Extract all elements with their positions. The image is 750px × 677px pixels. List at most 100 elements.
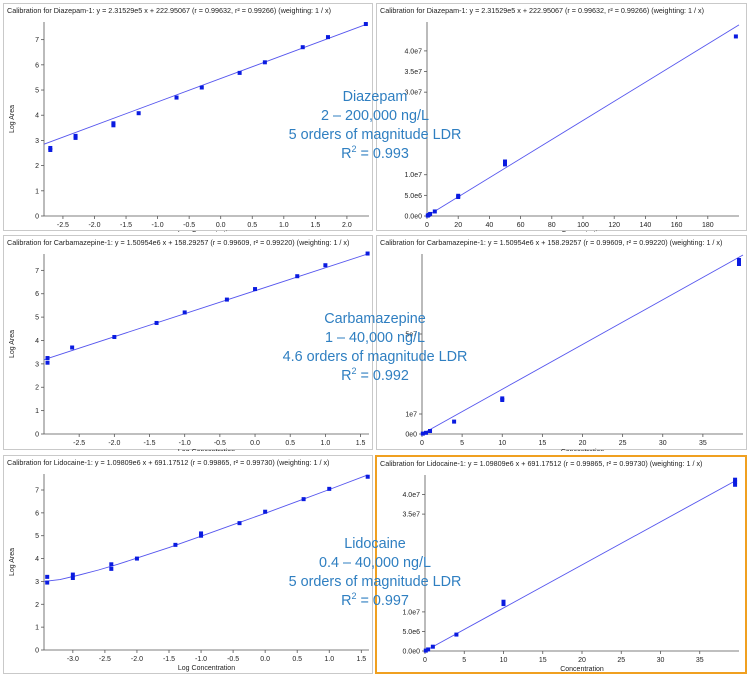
x-axis-label: Concentration (561, 449, 605, 451)
y-tick-label: 0 (35, 214, 39, 221)
data-point (503, 159, 507, 164)
data-point (363, 22, 368, 27)
chart-panel-lidocaine-linear[interactable]: 0.0e0 5.0e6 1.0e7 3.5e7 4.0e7 0 5 10 15 20 25 30 35 C… (375, 455, 747, 674)
x-tick-label: 0.5 (285, 440, 295, 447)
y-tick-label: 2 (35, 385, 39, 392)
data-point (109, 562, 114, 567)
x-tick-label: -1.0 (179, 440, 191, 447)
data-point (182, 310, 187, 315)
x-tick-label: 15 (539, 657, 547, 664)
r2-value: 0.997 (372, 593, 409, 609)
chart-title: Calibration for Diazepam-1: y = 2.31529e… (380, 6, 705, 15)
data-point (70, 572, 75, 577)
y-tick-label: 5 (35, 88, 39, 95)
chart-svg: 0.0e0 5.0e6 1.0e7 3.5e7 4.0e7 0 5 10 15 20 25 30 35 C… (402, 475, 739, 672)
chart-panel-diazepam-linear: 0.0e0 5.0e6 1.0e7 3.0e7 3.5e7 4.0e7 0 20 40 60 80 1… (376, 3, 747, 232)
data-point (154, 320, 159, 325)
data-point (424, 430, 429, 435)
data-point (199, 85, 204, 90)
y-tick-label: 3 (35, 361, 39, 368)
data-point (733, 482, 738, 487)
y-tick-label: 2 (35, 602, 39, 609)
x-tick-label: 25 (617, 657, 625, 664)
x-tick-label: 20 (579, 440, 587, 447)
x-tick-label: -1.0 (152, 222, 164, 229)
data-point (327, 486, 332, 491)
x-tick-label: 20 (454, 222, 462, 229)
data-point (733, 477, 738, 482)
x-tick-label: 140 (640, 222, 652, 229)
data-point (365, 251, 370, 256)
fit-line (43, 253, 368, 361)
data-point (454, 632, 459, 637)
x-tick-label: 0 (425, 222, 429, 229)
r2-text: R2 = 0.993 (341, 144, 409, 162)
data-point (733, 480, 738, 485)
y-tick-label: 4 (35, 556, 39, 563)
x-tick-label: 120 (608, 222, 620, 229)
y-tick-label: 5e7 (405, 332, 417, 339)
data-point (430, 644, 435, 649)
x-tick-label: 0.0 (216, 222, 226, 229)
x-tick-label: 160 (671, 222, 683, 229)
data-point (70, 345, 75, 350)
y-tick-label: 1 (35, 408, 39, 415)
x-axis-label: Log Concentration (178, 449, 235, 451)
x-tick-label: 40 (486, 222, 494, 229)
ldr-text: 5 orders of magnitude LDR (288, 127, 462, 143)
r2-value: 0.993 (372, 146, 409, 162)
chart-svg: 0 1 2 3 4 5 6 7 -2.5 -2.0 -1.5 -1.0 -0.5 0.0 0.5 1.0 1.5… (9, 22, 369, 232)
chart-svg: 0 1 2 3 4 5 6 7 -2.5 -2.0 -1.5 -1.0 -0.5 0.0 0.5 1.0 1.5… (9, 251, 370, 451)
x-tick-label: -0.5 (227, 656, 239, 663)
data-point (70, 576, 75, 580)
data-point (73, 135, 78, 140)
x-tick-label: -1.5 (120, 222, 132, 229)
x-axis-label: Log Concentration (178, 665, 235, 672)
data-point (111, 121, 116, 126)
data-point (432, 209, 437, 214)
x-tick-label: -2.5 (57, 222, 69, 229)
y-tick-label: 3.5e7 (402, 512, 420, 519)
data-point (365, 474, 370, 479)
x-tick-label: 1.0 (324, 656, 334, 663)
compound-name: Lidocaine (344, 536, 406, 552)
data-point (736, 258, 741, 262)
y-tick-label: 0 (35, 432, 39, 439)
data-point (325, 35, 330, 40)
y-tick-label: 4 (35, 338, 39, 345)
x-tick-label: -0.5 (183, 222, 195, 229)
x-axis-label: Log Concentration (178, 231, 235, 232)
y-tick-label: 0e0 (405, 432, 417, 439)
y-tick-label: 6 (35, 291, 39, 298)
concentration-range: 2 – 200,000 ng/L (320, 108, 430, 124)
x-tick-label: 10 (498, 440, 506, 447)
data-point (237, 70, 242, 75)
data-point (73, 133, 78, 138)
chart-panel-diazepam-log: 0 1 2 3 4 5 6 7 -2.5 -2.0 -1.5 -1.0 -0.5 0.0 0.5 1.0 1.5… (3, 3, 373, 232)
y-tick-label: 2 (35, 163, 39, 170)
data-point (199, 533, 204, 538)
chart-title: Calibration for Diazepam-1: y = 2.31529e… (7, 6, 332, 15)
data-point (111, 123, 116, 128)
x-tick-label: 15 (538, 440, 546, 447)
chart-panel-carbamazepine-log: 0 1 2 3 4 5 6 7 -2.5 -2.0 -1.5 -1.0 -0.5 0.0 0.5 1.0 1.5… (3, 235, 373, 451)
y-tick-label: 4 (35, 113, 39, 120)
compound-name: Carbamazepine (324, 311, 426, 327)
data-point (428, 429, 433, 433)
x-tick-label: -2.0 (88, 222, 100, 229)
y-tick-label: 1 (35, 625, 39, 632)
y-axis-label: Log Area (9, 105, 16, 133)
data-point (295, 274, 300, 279)
data-point (45, 356, 50, 361)
y-tick-label: 3 (35, 579, 39, 586)
data-point (253, 287, 258, 292)
x-tick-label: 1.5 (310, 222, 320, 229)
x-tick-label: 100 (577, 222, 589, 229)
y-tick-label: 5.0e6 (402, 629, 420, 636)
x-tick-label: -2.5 (99, 656, 111, 663)
chart-title: Calibration for Carbamazepine-1: y = 1.5… (380, 238, 723, 247)
fit-line (43, 23, 368, 145)
data-point (48, 147, 53, 152)
x-tick-label: 0.0 (250, 440, 260, 447)
annotation-carbamazepine: Carbamazepine 1 – 40,000 ng/L 4.6 orders… (235, 310, 515, 386)
